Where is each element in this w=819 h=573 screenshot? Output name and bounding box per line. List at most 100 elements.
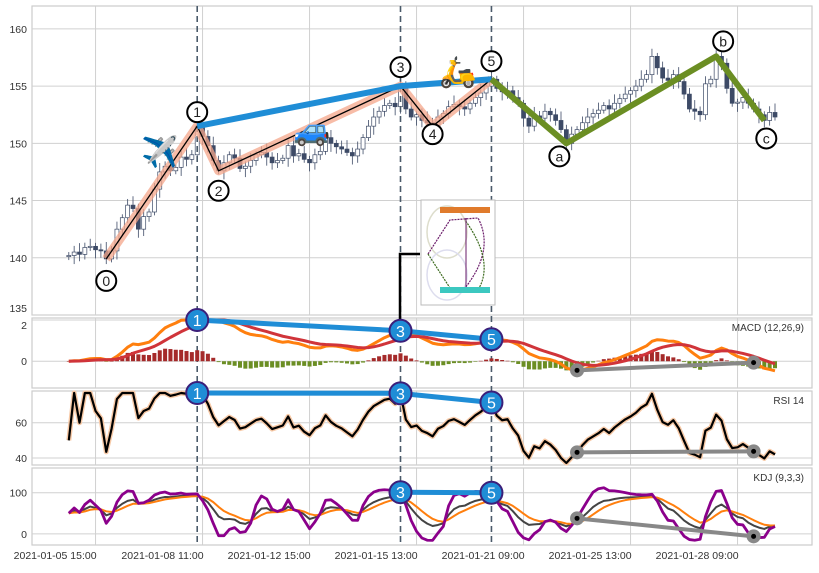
candle-up	[590, 113, 596, 118]
candle-up	[596, 109, 601, 114]
macd-hist-bar-positive	[596, 360, 601, 362]
candle-up	[649, 56, 655, 76]
x-tick-label: 2021-01-05 15:00	[14, 550, 97, 562]
divergence-point-dot	[574, 449, 580, 455]
macd-hist-bar-positive	[666, 356, 670, 362]
macd-hist-bar-negative	[425, 361, 430, 365]
y-tick-label: 2	[21, 320, 27, 332]
macd-hist-bar-positive	[205, 353, 210, 362]
macd-hist-bar-negative	[521, 361, 526, 367]
macd-hist-bar-negative	[419, 361, 424, 363]
candle-down	[291, 145, 296, 157]
macd-hist-bar-positive	[489, 358, 494, 362]
candle-up	[580, 122, 585, 130]
macd-hist-bar-negative	[462, 361, 467, 364]
x-tick-label: 2021-01-08 11:00	[121, 550, 203, 562]
macd-hist-bar-positive	[184, 351, 189, 362]
macd-hist-bar-positive	[371, 358, 376, 362]
macd-hist-bar-positive	[623, 355, 628, 362]
wave-label-circle	[186, 101, 209, 124]
candle-up	[414, 114, 419, 118]
macd-hist-bar-negative	[532, 361, 537, 370]
macd-hist-bar-negative	[296, 361, 301, 366]
inset-train	[440, 287, 490, 293]
candle-down	[232, 154, 237, 159]
candle-down	[558, 120, 564, 130]
y-tick-label: 160	[9, 24, 27, 36]
macd-hist-bar-positive	[211, 357, 216, 362]
macd-hist-bar-positive	[676, 359, 681, 362]
x-tick-label: 2021-01-15 13:00	[335, 550, 418, 562]
divergence-label-circle	[479, 327, 504, 352]
macd-hist-bar-negative	[318, 361, 323, 366]
divergence-label-circle	[388, 381, 413, 406]
inset-track	[427, 217, 485, 289]
impulse-trend-line	[196, 76, 492, 130]
candle-down	[408, 108, 414, 118]
macd-hist-bar-negative	[355, 361, 360, 365]
divergence-label-circle	[185, 308, 210, 332]
macd-hist-bar-negative	[569, 361, 574, 370]
divergence-point-dot	[751, 533, 757, 539]
macd-hist-bar-negative	[537, 361, 542, 370]
inset-loop	[426, 205, 468, 259]
macd-hist-bar-negative	[345, 361, 349, 364]
candle-up	[740, 97, 746, 103]
macd-hist-bar-positive	[195, 350, 200, 362]
candle-up	[125, 204, 131, 219]
indicator-label: KDJ (9,3,3)	[753, 473, 804, 484]
candle-up	[323, 137, 328, 152]
candle-down	[77, 251, 82, 255]
candle-up	[542, 110, 548, 119]
x-tick-label: 2021-01-28 09:00	[656, 550, 739, 562]
divergence-point-dot	[751, 448, 757, 454]
candle-down	[328, 137, 334, 144]
candle-down	[269, 156, 275, 164]
macd-hist-bar-positive	[505, 360, 510, 362]
macd-hist-bar-negative	[323, 361, 328, 363]
macd-hist-bar-positive	[724, 360, 729, 362]
candle-down	[98, 249, 104, 252]
macd-hist-bar-positive	[671, 357, 676, 362]
macd-dea-line	[68, 318, 776, 367]
candle-up	[382, 105, 387, 112]
candle-down	[350, 152, 355, 157]
candle-down	[344, 148, 350, 153]
candle-down	[93, 245, 98, 251]
macd-hist-bar-positive	[157, 350, 162, 362]
macd-hist-bar-positive	[131, 351, 135, 362]
correction-wave-line	[489, 53, 767, 147]
divergence-label: 3	[396, 386, 405, 403]
macd-hist-bar-negative	[216, 361, 221, 363]
macd-hist-bar-negative	[328, 361, 333, 363]
macd-hist-bar-negative	[773, 361, 777, 369]
divergence-line	[400, 489, 492, 496]
macd-hist-bar-negative	[548, 361, 553, 368]
macd-hist-bar-positive	[649, 351, 654, 362]
macd-hist-bar-positive	[398, 353, 403, 362]
y-tick-label: 150	[9, 138, 27, 150]
wave-label: 2	[215, 183, 223, 199]
macd-hist-bar-negative	[280, 361, 285, 368]
macd-hist-bar-negative	[264, 361, 269, 367]
wave-pattern-inset	[420, 199, 496, 306]
divergence-label-circle	[388, 318, 413, 343]
divergence-point-dot	[574, 367, 580, 373]
macd-hist-bar-positive	[152, 352, 157, 362]
macd-hist-bar-positive	[484, 359, 489, 362]
kdj-d-line	[68, 495, 776, 527]
macd-hist-bar-negative	[435, 361, 440, 366]
y-tick-label: 155	[9, 81, 27, 93]
candle-up	[735, 101, 740, 104]
y-tick-label: 0	[21, 356, 27, 368]
macd-hist-bar-negative	[254, 361, 259, 368]
candle-up	[360, 137, 366, 150]
y-tick-label: 135	[9, 303, 27, 315]
macd-hist-bar-positive	[168, 349, 173, 362]
candle-down	[665, 77, 671, 81]
wave-label-circle	[480, 50, 503, 73]
divergence-label: 5	[487, 395, 496, 412]
candle-down	[184, 156, 189, 160]
macd-hist-bar-negative	[232, 361, 237, 366]
y-tick-label: 140	[9, 253, 27, 265]
